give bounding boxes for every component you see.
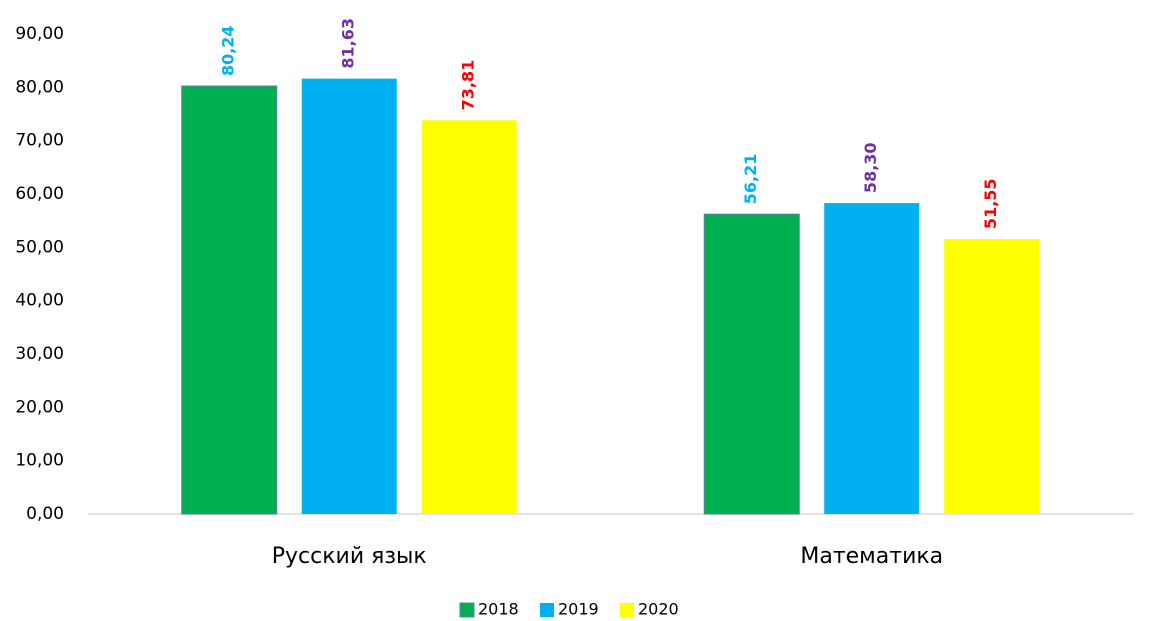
bar — [301, 78, 397, 514]
legend-label: 2020 — [638, 600, 679, 619]
y-tick-label: 50,00 — [15, 237, 64, 257]
bar — [944, 239, 1040, 515]
y-tick-label: 90,00 — [15, 24, 64, 44]
data-label: 80,24 — [219, 25, 238, 76]
bar — [181, 85, 278, 515]
data-label: 51,55 — [981, 178, 1000, 229]
data-label: 81,63 — [339, 18, 358, 69]
legend-label: 2019 — [558, 600, 599, 619]
y-tick-label: 30,00 — [15, 344, 64, 364]
legend-swatch — [620, 603, 634, 617]
y-tick-label: 80,00 — [15, 77, 64, 97]
x-tick-label: Русский язык — [272, 544, 427, 569]
bar — [703, 213, 800, 515]
data-label: 73,81 — [459, 60, 478, 111]
y-tick-label: 70,00 — [15, 131, 64, 151]
y-tick-label: 0,00 — [26, 504, 64, 524]
bar — [824, 203, 920, 515]
y-tick-label: 10,00 — [15, 451, 64, 471]
legend-label: 2018 — [478, 600, 519, 619]
x-tick-label: Математика — [800, 544, 943, 569]
legend-swatch — [540, 603, 554, 617]
data-label: 58,30 — [861, 142, 880, 193]
legend-swatch — [459, 602, 475, 618]
y-tick-label: 40,00 — [15, 291, 64, 311]
bar — [421, 120, 517, 514]
data-label: 56,21 — [741, 154, 760, 205]
y-tick-label: 20,00 — [15, 397, 64, 417]
y-tick-label: 60,00 — [15, 184, 64, 204]
